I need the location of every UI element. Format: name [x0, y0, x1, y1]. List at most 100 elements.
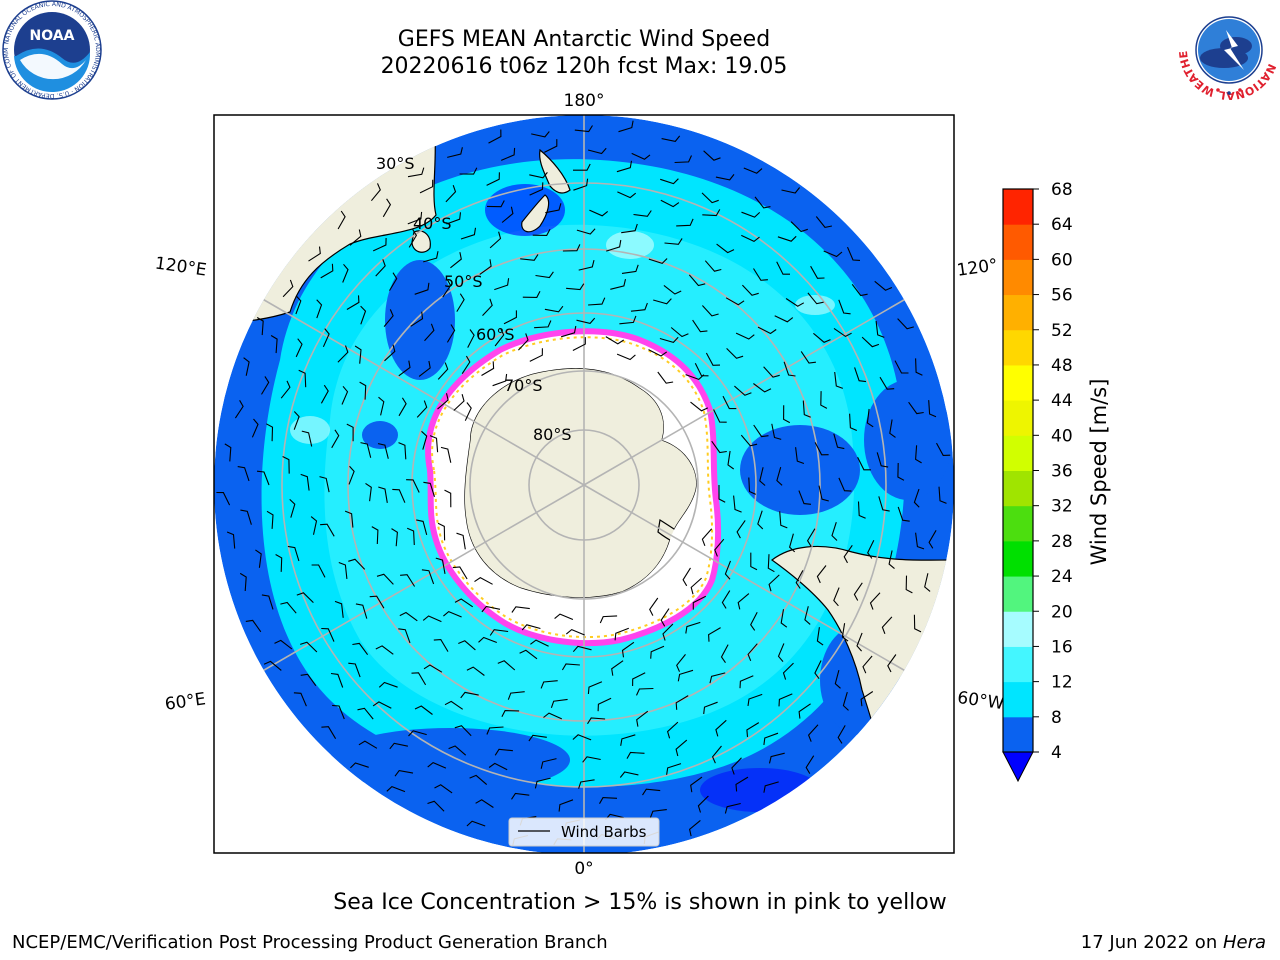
wind-barb	[857, 457, 871, 471]
wind-barb	[806, 528, 816, 547]
wind-barb	[776, 466, 783, 486]
wind-barb	[857, 501, 866, 519]
wind-barb	[805, 755, 815, 774]
wind-barb	[500, 147, 516, 161]
wind-barb	[300, 673, 317, 687]
wind-barb	[747, 643, 758, 662]
wind-barb	[833, 587, 840, 607]
wind-barb	[763, 366, 780, 378]
wind-barb	[616, 353, 636, 361]
lat-label-80s: 80°S	[533, 425, 572, 444]
wind-barb	[320, 523, 335, 537]
wind-barb	[511, 606, 530, 613]
wind-barb	[747, 693, 763, 706]
wind-barb	[774, 315, 794, 323]
wind-barb	[759, 467, 766, 486]
wind-barb	[566, 283, 585, 291]
wind-barb	[234, 400, 244, 419]
wind-barb	[626, 751, 645, 759]
wind-barb	[815, 216, 833, 229]
wind-barb	[814, 442, 829, 456]
wind-barb	[444, 700, 464, 710]
wind-barb	[722, 395, 737, 410]
wind-barb	[486, 172, 500, 186]
wind-barb	[237, 466, 250, 482]
wind-barb	[529, 172, 548, 179]
wind-barb	[352, 642, 369, 656]
wind-barb	[838, 477, 852, 492]
wind-barb	[270, 335, 278, 354]
wind-barb	[753, 268, 768, 281]
wind-barb	[561, 663, 580, 671]
wind-barb	[275, 554, 283, 572]
wind-barb	[458, 640, 476, 651]
wind-barb	[392, 488, 406, 503]
wind-barb	[777, 643, 785, 662]
wind-barb	[856, 632, 863, 652]
wind-barb	[544, 139, 558, 153]
colorbar-segment	[1003, 329, 1033, 366]
wind-barb	[704, 260, 722, 272]
wind-barb	[619, 315, 637, 325]
wind-barb	[711, 440, 727, 454]
wind-barb	[282, 279, 294, 298]
wind-barb	[831, 522, 838, 541]
map-frame	[213, 114, 955, 854]
wind-barb	[724, 802, 741, 814]
wind-barb	[528, 734, 547, 742]
footer-date: 17 Jun 2022 on Hera	[1081, 932, 1266, 953]
wind-barb	[578, 259, 595, 271]
wind-barb	[411, 672, 427, 686]
colorbar-segment	[1003, 540, 1033, 577]
wind-barb	[334, 600, 344, 618]
wind-barb	[716, 243, 735, 254]
wind-barb	[532, 228, 551, 236]
wind-barb	[725, 297, 745, 306]
wind-speed-field	[214, 115, 954, 853]
wind-barb	[709, 672, 726, 684]
wind-barb	[398, 360, 411, 377]
wind-barb	[391, 528, 398, 547]
wind-barb	[750, 612, 758, 631]
wind-barb	[748, 477, 757, 495]
wind-barb	[475, 799, 494, 808]
wind-barb	[776, 261, 790, 275]
colorbar-tick-label: 24	[1051, 567, 1073, 587]
wind-barb	[735, 776, 749, 792]
wind-barb	[588, 297, 606, 306]
wind-barb	[861, 336, 880, 348]
colorbar-tick-label: 40	[1051, 426, 1073, 446]
wind-barb	[398, 628, 411, 644]
wind-barb	[423, 251, 439, 263]
wind-barb	[767, 554, 775, 573]
wind-barb	[442, 279, 452, 298]
wind-barb	[251, 418, 259, 438]
wind-barb	[913, 488, 920, 508]
wind-barb	[357, 707, 374, 720]
wind-barb	[316, 299, 323, 319]
wind-barb	[785, 298, 805, 307]
wind-barb	[705, 352, 721, 366]
wind-barb	[663, 284, 682, 295]
wind-barb	[788, 533, 796, 553]
colorbar-tick-label: 48	[1051, 356, 1073, 376]
wind-barb	[823, 250, 843, 258]
wind-barb	[936, 442, 951, 456]
wind-barb	[587, 147, 607, 155]
wind-barb	[406, 479, 420, 493]
wind-barb	[377, 443, 389, 459]
colorbar-segment	[1003, 681, 1033, 718]
wind-barb	[715, 174, 735, 181]
wind-barb	[614, 627, 630, 641]
wind-barb	[757, 510, 764, 530]
wind-barb	[783, 361, 796, 377]
wind-barb	[530, 639, 549, 647]
wind-barb	[421, 430, 428, 450]
wind-barb	[661, 135, 681, 143]
wind-barb	[795, 570, 804, 589]
wind-barb	[519, 649, 538, 660]
wind-barb	[913, 614, 922, 633]
lon-label-120w: 120°	[956, 255, 999, 281]
wind-barb	[701, 528, 713, 546]
wind-barb	[573, 178, 589, 191]
